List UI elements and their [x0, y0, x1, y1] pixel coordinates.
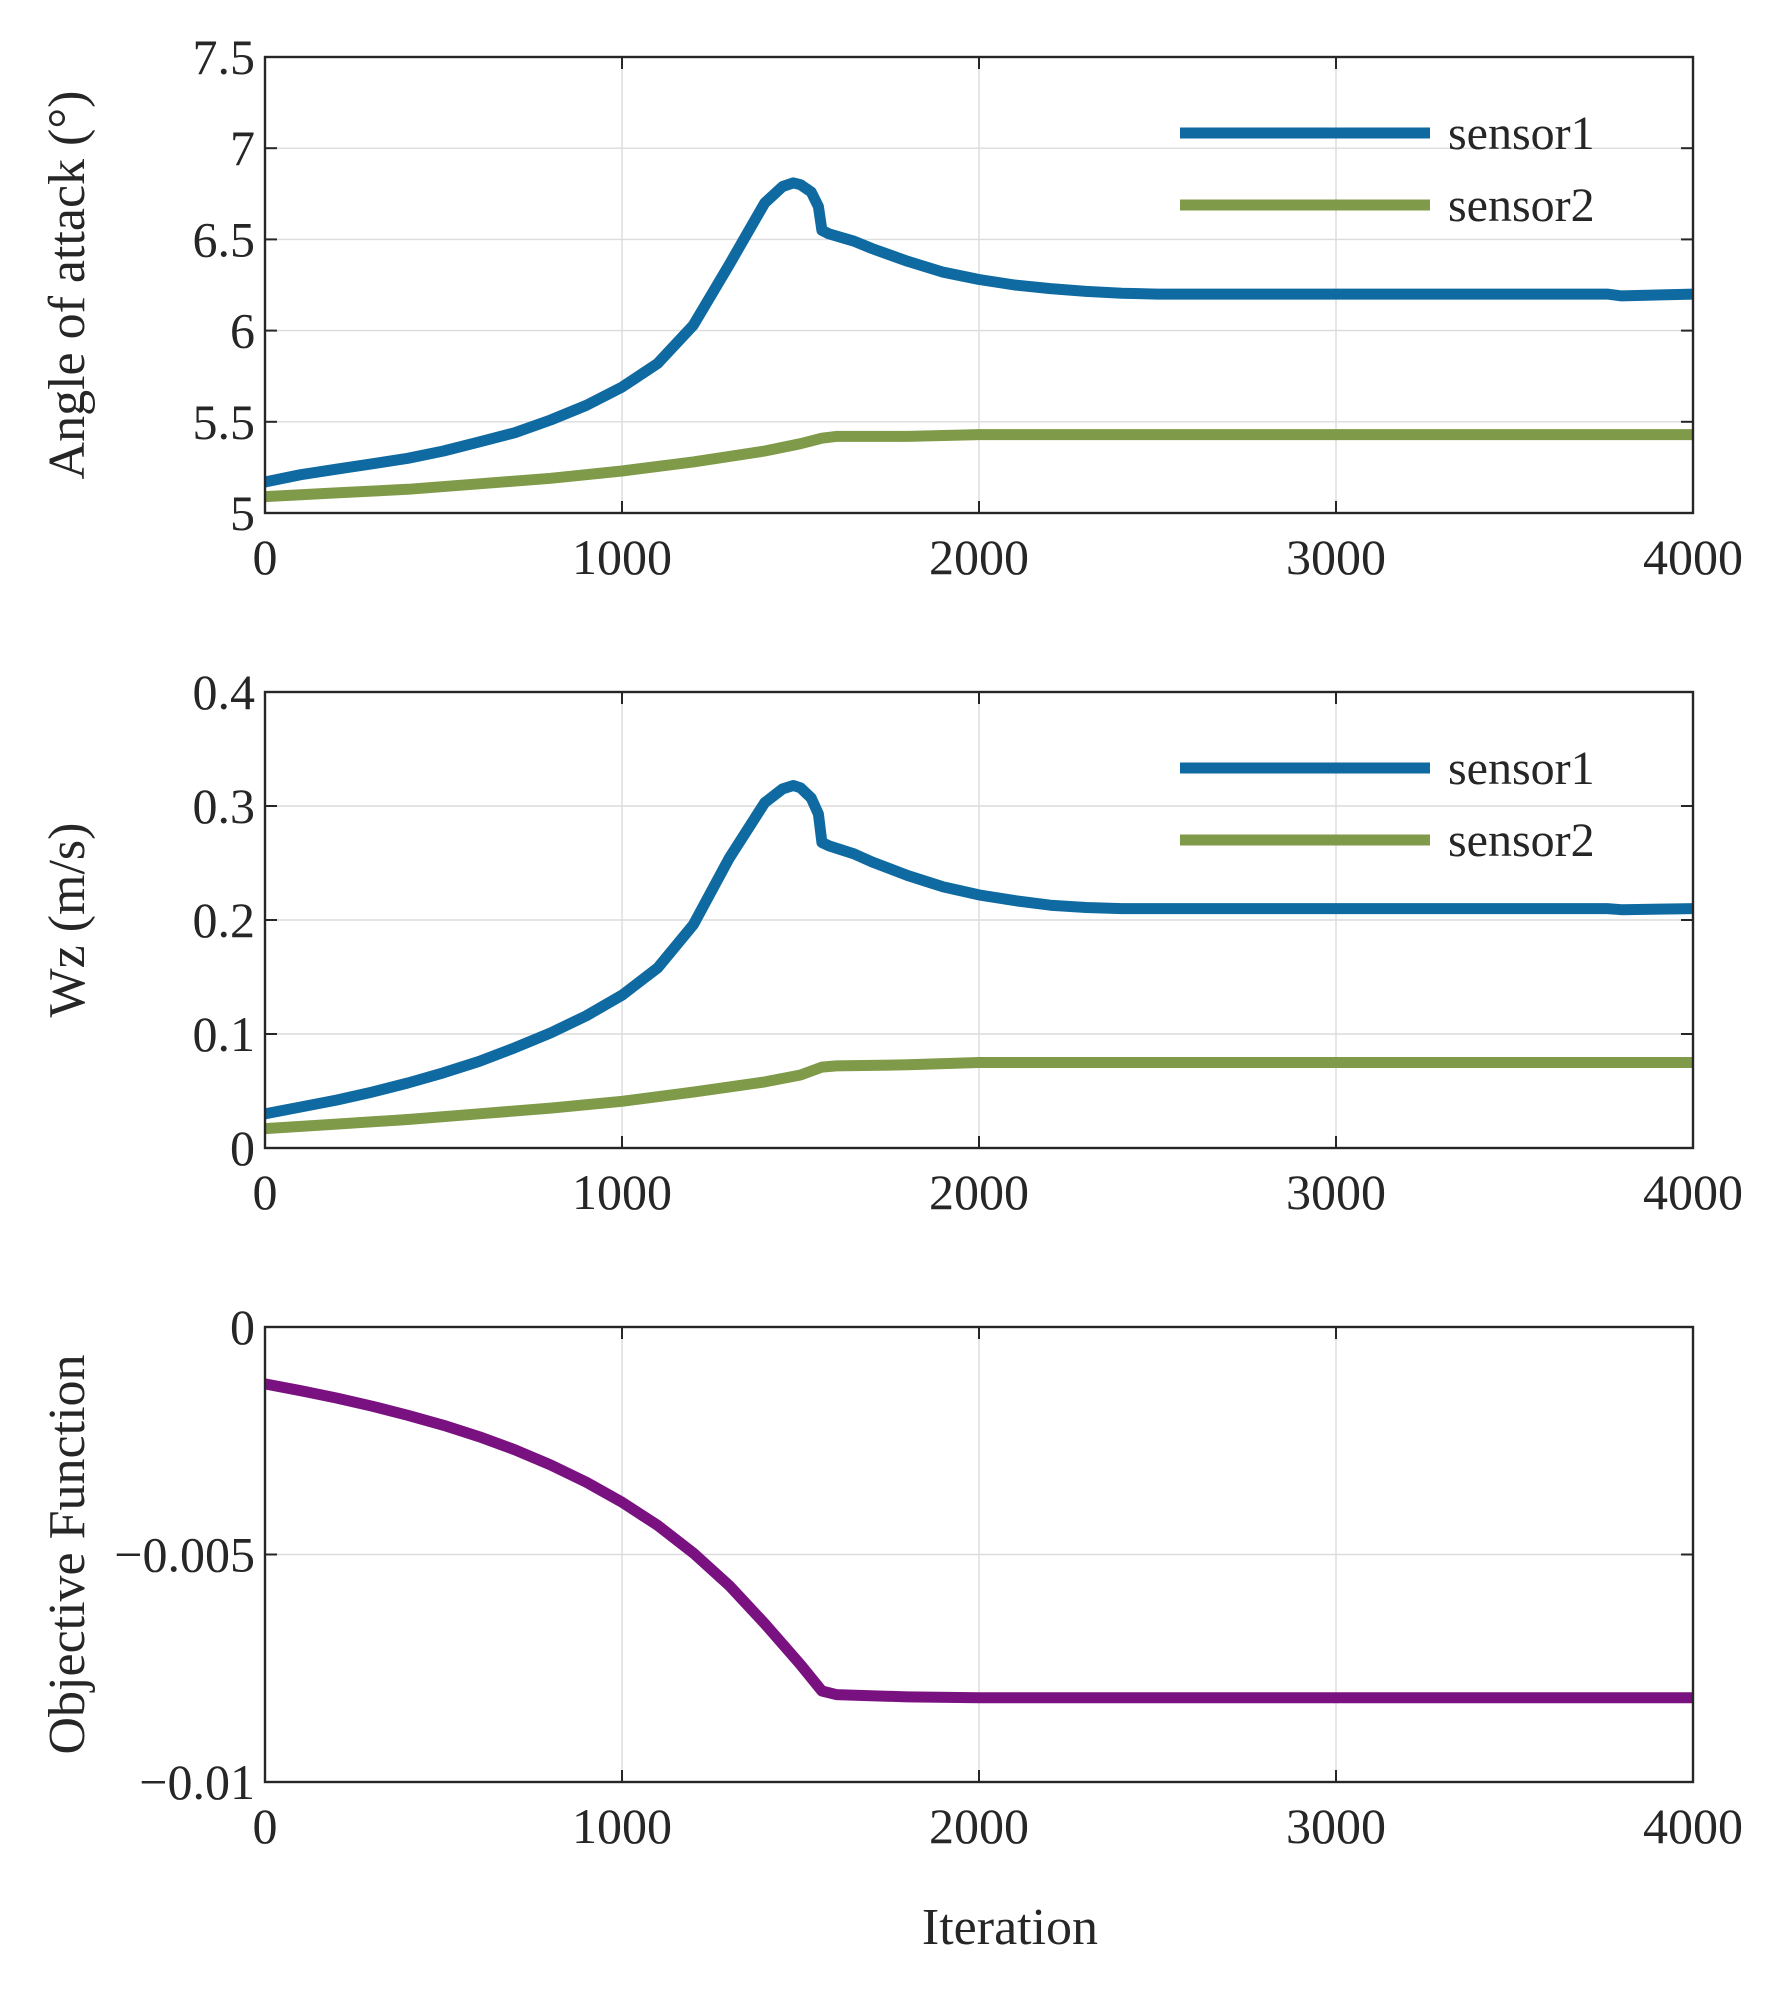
y-tick-label: 0.1 [193, 1006, 256, 1062]
y-tick-label: 0.4 [193, 664, 256, 720]
legend-label-sensor2: sensor2 [1448, 179, 1595, 232]
y-axis-label: Wz (m/s) [39, 823, 96, 1018]
x-tick-label: 3000 [1286, 1164, 1386, 1220]
x-tick-label: 4000 [1643, 1164, 1743, 1220]
x-tick-label: 1000 [572, 529, 672, 585]
y-tick-label: 5.5 [193, 394, 256, 450]
y-tick-label: 5 [230, 485, 255, 541]
x-tick-label: 0 [253, 1164, 278, 1220]
x-tick-label: 2000 [929, 1164, 1029, 1220]
y-tick-label: 0 [230, 1120, 255, 1176]
series-line-objective [265, 1378, 1693, 1704]
chart-panel-3: 0 1000 2000 3000 4000 −0.01 −0.005 0 Objective F… [39, 1299, 1743, 1956]
x-tick-label: 1000 [572, 1164, 672, 1220]
series-line-sensor2 [265, 1057, 1693, 1135]
y-tick-label: 7 [230, 120, 255, 176]
x-tick-label: 3000 [1286, 529, 1386, 585]
y-tick-label: −0.005 [114, 1527, 255, 1583]
y-axis-label: Objective Function [39, 1354, 96, 1754]
x-axis-label: Iteration [922, 1899, 1098, 1956]
legend: sensor1 sensor2 [1180, 742, 1595, 867]
x-tick-label: 1000 [572, 1798, 672, 1854]
legend: sensor1 sensor2 [1180, 107, 1595, 232]
x-tick-label: 4000 [1643, 529, 1743, 585]
chart-panel-1: 0 1000 2000 3000 4000 5 5.5 6 6.5 7 7.5 Angle of at… [39, 29, 1743, 585]
chart-panel-2: 0 1000 2000 3000 4000 0 0.1 0.2 0.3 0.4 Wz (m/s) se… [39, 664, 1743, 1220]
x-tick-label: 0 [253, 529, 278, 585]
x-tick-label: 0 [253, 1798, 278, 1854]
x-tick-label: 4000 [1643, 1798, 1743, 1854]
x-tick-label: 3000 [1286, 1798, 1386, 1854]
y-tick-label: 0 [230, 1299, 255, 1355]
series-line-sensor1 [265, 177, 1693, 488]
series-line-sensor2 [265, 429, 1693, 503]
legend-label-sensor1: sensor1 [1448, 742, 1595, 795]
y-tick-label: 0.2 [193, 892, 256, 948]
y-tick-label: 0.3 [193, 778, 256, 834]
x-tick-label: 2000 [929, 529, 1029, 585]
y-tick-label: 6.5 [193, 211, 256, 267]
y-tick-label: 6 [230, 303, 255, 359]
series-line-sensor1 [265, 780, 1693, 1120]
y-tick-label: 7.5 [193, 29, 256, 85]
x-tick-label: 2000 [929, 1798, 1029, 1854]
legend-label-sensor1: sensor1 [1448, 107, 1595, 160]
y-tick-label: −0.01 [139, 1754, 255, 1810]
legend-label-sensor2: sensor2 [1448, 814, 1595, 867]
y-axis-label: Angle of attack (°) [39, 91, 96, 480]
